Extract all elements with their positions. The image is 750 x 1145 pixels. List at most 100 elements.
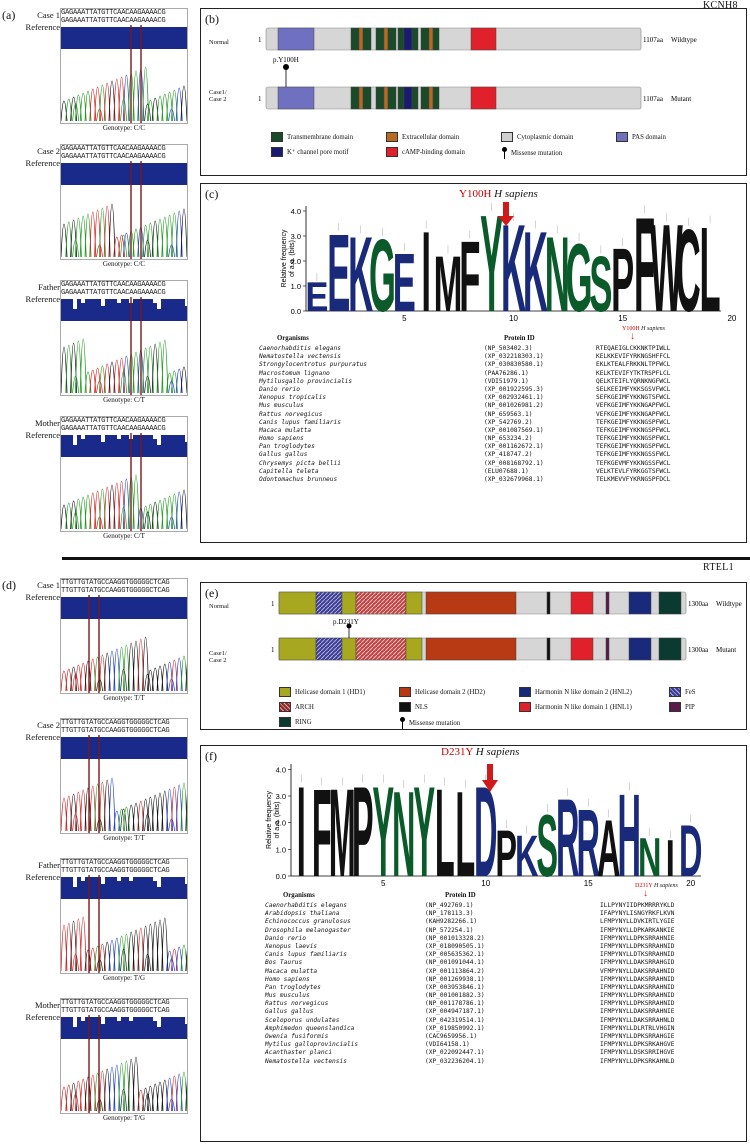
logo-letter: N (638, 826, 661, 886)
logo-letter: W (650, 201, 683, 324)
arrow-down-icon: ↓ (643, 888, 648, 899)
organism-name: Gallus gallus (265, 1008, 314, 1016)
quality-bar (157, 163, 161, 185)
quality-bar (149, 1017, 153, 1039)
quality-bar (121, 597, 125, 619)
quality-bar (65, 435, 69, 457)
aligned-sequence: SEFKGEIMFYKKNGTSFWCL (596, 394, 671, 402)
aligned-sequence: IFMPYNYLLDAKSRRAHNIE (600, 1008, 675, 1016)
table-row: Danio rerio (NP_001013328.2) IFMPYNYLLDPKS… (265, 935, 743, 943)
aligned-sequence: VEFKGEIMFYKKNGAPFWCL (596, 410, 671, 418)
quality-bar (85, 435, 89, 457)
length-label: 1107aa (643, 95, 664, 103)
trace-peak (180, 85, 187, 122)
quality-bar (181, 877, 185, 899)
quality-bar (85, 299, 89, 321)
organism-name: Capitella teleta (259, 467, 319, 475)
legend-label: PIP (685, 703, 695, 711)
quality-bar (165, 299, 169, 321)
start-label: 1 (258, 95, 262, 103)
protein-id: (XP_001087569.1) (484, 426, 544, 434)
quality-bar (149, 435, 153, 457)
trace-svg (61, 161, 187, 259)
trace-peak (108, 203, 116, 258)
table-row: Sceloporus undulates (XP_042319514.1) IFMP… (265, 1017, 743, 1025)
reference-label: Reference (25, 592, 60, 602)
quality-bar (109, 163, 113, 185)
trace-peak (72, 813, 79, 832)
legend-label: ARCH (295, 703, 314, 711)
quality-bar (109, 299, 113, 321)
table-row: Strongylocentrotus purpuratus (XP_0308305… (259, 361, 739, 369)
species-title: H sapiens (494, 188, 538, 200)
length-label: 1300aa (688, 646, 709, 654)
aligned-sequence: IFMPYNYLLDPKSRKAHNLD (600, 1057, 675, 1065)
protein-id: (NP_178113.3) (425, 910, 474, 918)
kcnh8-domain-diagram: 1 1107aa Wildtype 1 1107aa Mutant p.Y100H (258, 27, 697, 110)
mutation-arrow (498, 202, 514, 226)
trace-peak (168, 108, 175, 122)
quality-bar (73, 309, 77, 321)
quality-bar (69, 435, 73, 457)
quality-bar (81, 439, 85, 457)
quality-bar (157, 597, 161, 619)
legend-label: PAS domain (632, 133, 666, 141)
organism-name: Nematostella vectensis (265, 1057, 347, 1065)
quality-bar (113, 163, 117, 185)
logo-letter: E (305, 274, 328, 321)
trace-peak (120, 948, 127, 972)
fes-domain (315, 591, 343, 615)
aligned-sequence: IFMPYNYLLDAKSRRAHGID (600, 959, 675, 967)
quality-bar (153, 1021, 157, 1039)
quality-bar (141, 163, 145, 185)
quality-bar (153, 439, 157, 457)
quality-bar (157, 1027, 161, 1039)
quality-bar (169, 27, 173, 49)
variant-highlight-box (130, 25, 142, 123)
legend-swatch (501, 132, 513, 142)
read-sequence: TTGTTGTATGCCAAGGTGGGGGCTCAG (61, 579, 170, 587)
y-tick-label: 4.0 (291, 207, 301, 216)
organism-name: Acanthaster planci (265, 1049, 333, 1057)
variant-highlight-box (130, 161, 142, 259)
quality-bar (181, 299, 185, 321)
trace-peak (132, 474, 140, 530)
quality-bar (85, 1017, 89, 1039)
protein-id-header: Protein ID (504, 335, 535, 342)
alignment-table-rtel1: Organisms Protein ID D231Y H sapiens ↓ Caeno… (265, 883, 743, 1066)
aligned-sequence: IFMPYNYLLDAKSRRAHNID (600, 983, 675, 991)
table-row: Mus musculus (NP_001026981.2) VEFKGEIMFYKK… (259, 402, 739, 410)
legend-swatch (616, 132, 628, 142)
protein-id: (ELU07688.1) (484, 467, 529, 475)
quality-bar (65, 163, 69, 185)
hnl1-domain (570, 637, 594, 661)
quality-bar (181, 27, 185, 49)
table-row: Echinococcus granulosus (KAH9282266.1) LFM… (265, 918, 743, 926)
tm-domain (375, 86, 385, 110)
legend-label: RING (295, 718, 312, 726)
hd2-domain (425, 637, 517, 661)
quality-bar (89, 299, 93, 321)
trace-peak (185, 949, 187, 972)
legend-item: Transmembrane domain (271, 132, 353, 142)
case-label: Mother (34, 418, 60, 428)
col-species: H sapiens (641, 326, 666, 332)
quality-bar (125, 597, 129, 619)
quality-bar (113, 299, 117, 321)
aligned-sequence: TEFKGEIMFYKKNGSPFWCL (596, 443, 671, 451)
table-row: Canis lupus familiaris (XP_005635362.1) IF… (265, 951, 743, 959)
trace-peak (79, 916, 87, 972)
quality-bar (89, 1017, 93, 1039)
organism-name: Strongylocentrotus purpuratus (259, 361, 368, 369)
tm-domain (432, 86, 440, 110)
trace-peak (96, 380, 103, 394)
x-tick-label: 5 (381, 879, 386, 886)
reference-label: Reference (25, 872, 60, 882)
species-title-f: H sapiens (475, 746, 520, 758)
trace-peak (120, 370, 127, 394)
trace-peak (108, 777, 116, 832)
quality-bar (113, 1017, 117, 1039)
read-sequence: TTGTTGTATGCCAAGGTGGGGGCTCAG (61, 999, 170, 1007)
organism-name: Caenorhabditis elegans (259, 345, 341, 352)
